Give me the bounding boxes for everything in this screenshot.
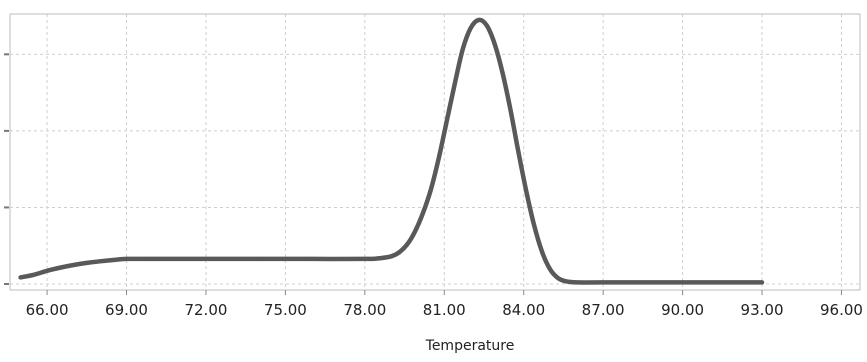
data-point	[601, 280, 605, 284]
data-point	[151, 257, 155, 261]
data-point	[564, 279, 568, 283]
x-tick-label: 69.00	[105, 301, 148, 319]
data-point	[405, 242, 409, 246]
x-tick-label: 81.00	[423, 301, 466, 319]
data-point	[125, 257, 129, 261]
data-point	[501, 71, 505, 75]
grid	[10, 14, 860, 290]
y-axis-ticks	[4, 53, 9, 285]
plot-frame	[9, 13, 861, 291]
data-point	[760, 280, 764, 284]
data-point	[540, 250, 544, 254]
data-point	[421, 211, 425, 215]
data-point	[397, 250, 401, 254]
data-point	[45, 269, 49, 273]
data-point	[389, 254, 393, 258]
data-point	[493, 42, 497, 46]
data-point	[32, 273, 36, 277]
data-point	[575, 280, 579, 284]
data-point	[310, 257, 314, 261]
data-point	[204, 257, 208, 261]
data-point	[453, 81, 457, 85]
x-tick-label: 96.00	[820, 301, 863, 319]
x-tick-label: 84.00	[502, 301, 545, 319]
x-tick-label: 66.00	[26, 301, 69, 319]
data-point	[532, 224, 536, 228]
data-point	[548, 267, 552, 271]
data-point	[85, 261, 89, 265]
x-axis: 66.00 69.00 72.00 75.00 78.00 81.00 84.00 87.00…	[26, 290, 863, 319]
x-tick-label: 93.00	[741, 301, 784, 319]
data-point	[429, 187, 433, 191]
data-point	[461, 47, 465, 51]
data-point	[681, 280, 685, 284]
x-tick-label: 72.00	[184, 301, 227, 319]
data-point	[19, 275, 23, 279]
data-point	[58, 266, 62, 270]
data-point	[437, 155, 441, 159]
x-tick-label: 75.00	[264, 301, 307, 319]
series-line	[18, 17, 765, 285]
data-point	[72, 263, 76, 267]
data-point	[363, 257, 367, 261]
data-point	[376, 256, 380, 260]
data-point	[413, 229, 417, 233]
x-tick-label: 87.00	[582, 301, 625, 319]
x-tick-label: 78.00	[343, 301, 386, 319]
x-axis-title: Temperature	[425, 338, 515, 354]
data-point	[516, 150, 520, 154]
data-point	[508, 108, 512, 112]
data-point	[477, 18, 481, 22]
data-point	[98, 259, 102, 263]
x-tick-label: 90.00	[661, 301, 704, 319]
data-point	[445, 118, 449, 122]
data-point	[111, 258, 115, 262]
data-point	[257, 257, 261, 261]
series-group	[18, 17, 765, 285]
data-point	[485, 23, 489, 27]
data-point	[469, 26, 473, 30]
data-point	[524, 190, 528, 194]
data-point	[556, 276, 560, 280]
